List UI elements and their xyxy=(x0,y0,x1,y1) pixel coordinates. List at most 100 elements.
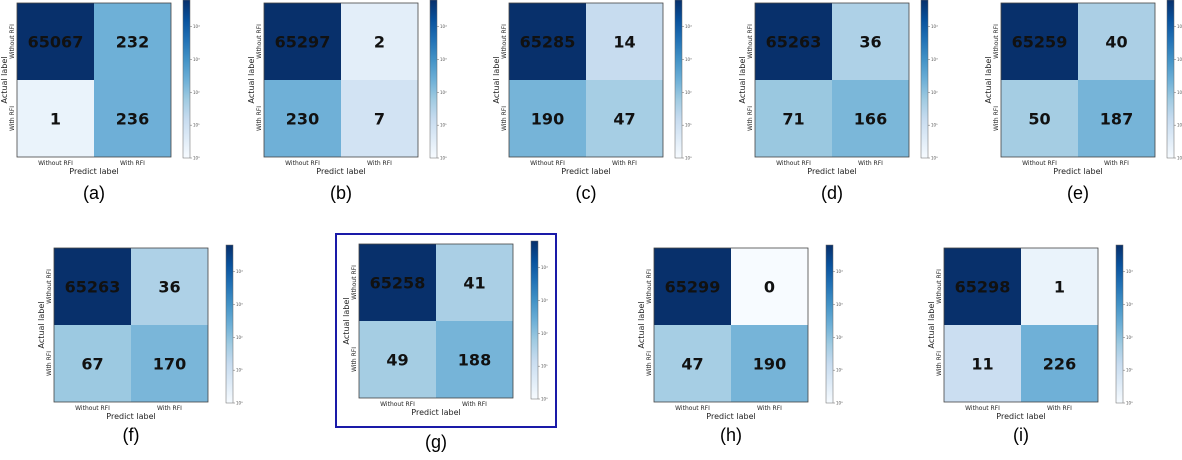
cell-value-1-0: 230 xyxy=(286,110,319,129)
confusion-matrix-panel-f: 65263 36 67 170 Without RFI With RFI Without R… xyxy=(37,244,260,460)
y-tick-label: With RFI xyxy=(501,106,508,131)
colorbar-tick-label: 10¹ xyxy=(440,123,447,128)
colorbar xyxy=(182,0,191,159)
x-tick-label: With RFI xyxy=(367,160,392,167)
y-tick-label: Without RFI xyxy=(501,24,508,59)
cell-value-0-0: 65259 xyxy=(1012,33,1068,52)
cell-0-1 xyxy=(94,3,171,80)
cell-0-1 xyxy=(436,244,513,321)
cell-value-1-0: 190 xyxy=(531,110,564,129)
colorbar-tick-label: 10¹ xyxy=(1177,123,1182,128)
cell-value-1-0: 11 xyxy=(971,355,993,374)
cell-0-1 xyxy=(832,3,909,80)
colorbar-tick-label: 10⁴ xyxy=(236,269,243,274)
colorbar-tick-label: 10¹ xyxy=(236,368,243,373)
cell-0-1 xyxy=(731,248,808,325)
y-tick-label: With RFI xyxy=(747,106,754,131)
y-tick-label: With RFI xyxy=(46,351,53,376)
panel-label-g: (g) xyxy=(425,432,447,452)
cell-0-0 xyxy=(54,248,131,325)
matrix-frame xyxy=(53,247,209,403)
confusion-matrix-svg-c: 65285 14 190 47 Without RFI With RFI Without R… xyxy=(492,0,692,176)
confusion-matrix-panel-e: 65259 40 50 187 Without RFI With RFI Without R… xyxy=(984,0,1182,215)
x-tick-label: Without RFI xyxy=(675,405,710,412)
colorbar-tick-label: 10¹ xyxy=(836,368,843,373)
cell-1-0 xyxy=(54,325,131,402)
colorbar-tick-label: 10¹ xyxy=(193,123,200,128)
x-axis-label: Predict label xyxy=(561,167,610,176)
x-axis-label: Predict label xyxy=(69,167,118,176)
cell-0-0 xyxy=(944,248,1021,325)
cell-value-1-1: 170 xyxy=(153,355,186,374)
cell-1-0 xyxy=(359,321,436,398)
panel-label-b: (b) xyxy=(330,183,352,203)
colorbar-tick-label: 10³ xyxy=(685,57,692,62)
colorbar-tick-label: 10⁴ xyxy=(541,265,548,270)
colorbar xyxy=(1166,0,1175,159)
y-tick-label: Without RFI xyxy=(646,269,653,304)
cell-1-1 xyxy=(832,80,909,157)
cell-1-1 xyxy=(436,321,513,398)
y-tick-label: Without RFI xyxy=(351,265,358,300)
cell-value-0-0: 65299 xyxy=(665,278,721,297)
colorbar-tick-label: 10³ xyxy=(1177,57,1182,62)
x-tick-label: Without RFI xyxy=(75,405,110,412)
cell-value-0-1: 41 xyxy=(463,274,485,293)
panel-label-i: (i) xyxy=(1013,425,1029,445)
cell-0-0 xyxy=(17,3,94,80)
confusion-matrix-panel-a: 65067 232 1 236 Without RFI With RFI Without R… xyxy=(0,0,223,215)
x-tick-label: With RFI xyxy=(462,401,487,408)
confusion-matrix-svg-h: 65299 0 47 190 Without RFI With RFI Without RF… xyxy=(637,244,843,421)
cell-value-0-1: 36 xyxy=(158,278,180,297)
colorbar-tick-label: 10¹ xyxy=(685,123,692,128)
panel-label-a: (a) xyxy=(83,183,105,203)
x-tick-label: Without RFI xyxy=(1022,160,1057,167)
colorbar-tick-label: 10⁴ xyxy=(440,24,447,29)
colorbar xyxy=(225,244,234,404)
cell-1-1 xyxy=(1021,325,1098,402)
x-axis-label: Predict label xyxy=(996,412,1045,421)
cell-1-1 xyxy=(1078,80,1155,157)
panel-label-h: (h) xyxy=(720,425,742,445)
cell-value-1-1: 190 xyxy=(753,355,786,374)
x-axis-label: Predict label xyxy=(106,412,155,421)
colorbar-tick-label: 10⁴ xyxy=(931,24,938,29)
cell-value-1-1: 226 xyxy=(1043,355,1076,374)
confusion-matrix-panel-i: 65298 1 11 226 Without RFI With RFI Without RF… xyxy=(927,244,1150,460)
matrix-frame xyxy=(358,243,514,399)
cell-0-0 xyxy=(264,3,341,80)
colorbar-tick-label: 10¹ xyxy=(931,123,938,128)
matrix-frame xyxy=(16,2,172,158)
cell-value-1-1: 47 xyxy=(613,110,635,129)
cell-value-0-1: 232 xyxy=(116,33,149,52)
cell-0-0 xyxy=(755,3,832,80)
cell-0-1 xyxy=(1078,3,1155,80)
colorbar-tick-label: 10¹ xyxy=(1126,368,1133,373)
cell-0-1 xyxy=(586,3,663,80)
cell-value-0-0: 65258 xyxy=(370,274,426,293)
cell-value-1-0: 71 xyxy=(782,110,804,129)
cell-value-1-0: 1 xyxy=(50,110,61,129)
confusion-matrix-svg-f: 65263 36 67 170 Without RFI With RFI Without R… xyxy=(37,244,243,421)
y-tick-label: With RFI xyxy=(936,351,943,376)
cell-1-1 xyxy=(586,80,663,157)
x-tick-label: Without RFI xyxy=(965,405,1000,412)
panel-label-e: (e) xyxy=(1067,183,1089,203)
cell-1-1 xyxy=(731,325,808,402)
y-tick-label: Without RFI xyxy=(936,269,943,304)
confusion-matrix-svg-b: 65297 2 230 7 Without RFI With RFI Without RFI… xyxy=(247,0,447,176)
matrix-frame xyxy=(1000,2,1156,158)
y-tick-label: With RFI xyxy=(646,351,653,376)
cell-0-0 xyxy=(654,248,731,325)
cell-0-1 xyxy=(131,248,208,325)
colorbar-tick-label: 10² xyxy=(193,90,200,95)
x-tick-label: With RFI xyxy=(612,160,637,167)
x-tick-label: With RFI xyxy=(757,405,782,412)
y-axis-label: Actual label xyxy=(984,57,993,104)
panel-label-c: (c) xyxy=(575,183,597,203)
y-tick-label: Without RFI xyxy=(256,24,263,59)
colorbar-tick-label: 10⁴ xyxy=(1177,24,1182,29)
cell-value-1-0: 50 xyxy=(1028,110,1050,129)
cell-value-0-1: 14 xyxy=(613,33,635,52)
